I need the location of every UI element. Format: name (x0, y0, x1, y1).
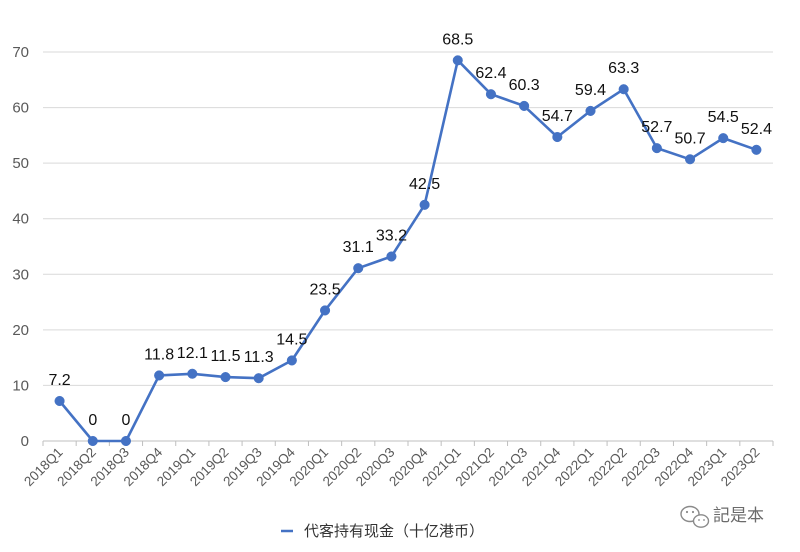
data-label-2019Q4: 14.5 (276, 331, 307, 348)
data-point-2020Q4 (419, 199, 430, 210)
data-point-2019Q2 (220, 372, 231, 383)
x-axis: 2018Q12018Q22018Q32018Q42019Q12019Q22019… (21, 440, 774, 489)
data-point-2020Q2 (353, 263, 364, 274)
data-point-2021Q2 (485, 89, 497, 100)
data-point-2019Q4 (286, 355, 297, 366)
data-point-2020Q1 (319, 305, 331, 316)
data-label-2020Q3: 33.2 (376, 228, 407, 245)
data-point-2021Q4 (552, 131, 563, 143)
series-line (58, 58, 758, 443)
data-point-2023Q1 (718, 133, 729, 144)
data-point-2018Q4 (154, 370, 165, 381)
data-point-2023Q2 (751, 144, 762, 155)
y-tick-label-50: 50 (12, 155, 29, 172)
data-point-2018Q3 (120, 435, 132, 447)
data-label-2023Q1: 54.5 (708, 109, 739, 126)
series-line-group (54, 55, 762, 447)
data-label-2023Q2: 52.4 (741, 121, 772, 138)
data-point-2022Q1 (585, 105, 596, 116)
y-tick-label-10: 10 (12, 377, 29, 394)
y-tick-label-70: 70 (12, 44, 29, 61)
data-label-2020Q4: 42.5 (409, 176, 440, 193)
y-axis-ticks: 0 10 20 30 40 50 60 70 (12, 44, 29, 450)
watermark-text: 記是本 (713, 506, 764, 525)
y-tick-label-60: 60 (12, 100, 29, 117)
data-label-2022Q3: 52.7 (641, 119, 672, 136)
data-point-2019Q1 (187, 368, 198, 379)
data-point-2018Q1 (54, 395, 65, 407)
data-label-2020Q2: 31.1 (343, 239, 374, 256)
watermark: 記是本 (680, 505, 764, 528)
y-tick-label-40: 40 (12, 211, 29, 228)
data-labels: 7.2 0 0 11.8 12.1 11.5 11.314.5 23.5 31.133.2 42.… (48, 31, 772, 429)
data-label-2019Q1: 12.1 (177, 345, 208, 362)
data-point-2022Q4 (684, 154, 696, 165)
data-label-2022Q1: 59.4 (575, 82, 606, 99)
data-label-2018Q1: 7.2 (48, 372, 70, 389)
data-label-2021Q2: 62.4 (475, 65, 506, 82)
data-point-2019Q3 (253, 373, 264, 384)
data-point-2020Q3 (386, 251, 397, 262)
data-label-2018Q4: 11.8 (144, 346, 174, 363)
data-label-2021Q3: 60.3 (509, 77, 540, 94)
legend-label: 代客持有现金（十亿港币） (304, 523, 484, 540)
data-label-2018Q3: 0 (122, 412, 131, 429)
y-tick-label-0: 0 (21, 433, 29, 450)
data-label-2020Q1: 23.5 (309, 281, 340, 298)
data-point-2021Q3 (519, 100, 530, 111)
y-tick-label-30: 30 (12, 266, 29, 283)
data-label-2021Q1: 68.5 (442, 31, 473, 48)
data-label-2019Q3: 11.3 (244, 349, 274, 366)
data-label-2022Q2: 63.3 (608, 60, 639, 77)
data-point-2021Q1 (452, 55, 463, 66)
y-tick-label-20: 20 (12, 322, 29, 339)
data-label-2022Q4: 50.7 (674, 130, 705, 147)
wechat-icon (680, 505, 710, 528)
legend: 代客持有现金（十亿港币） (281, 523, 484, 540)
data-label-2019Q2: 11.5 (211, 348, 241, 365)
gridlines (43, 51, 773, 386)
data-point-2022Q2 (618, 84, 629, 95)
data-label-2018Q2: 0 (88, 412, 97, 429)
data-point-2022Q3 (651, 143, 662, 154)
data-label-2021Q4: 54.7 (542, 108, 573, 125)
data-point-2018Q2 (87, 435, 98, 447)
